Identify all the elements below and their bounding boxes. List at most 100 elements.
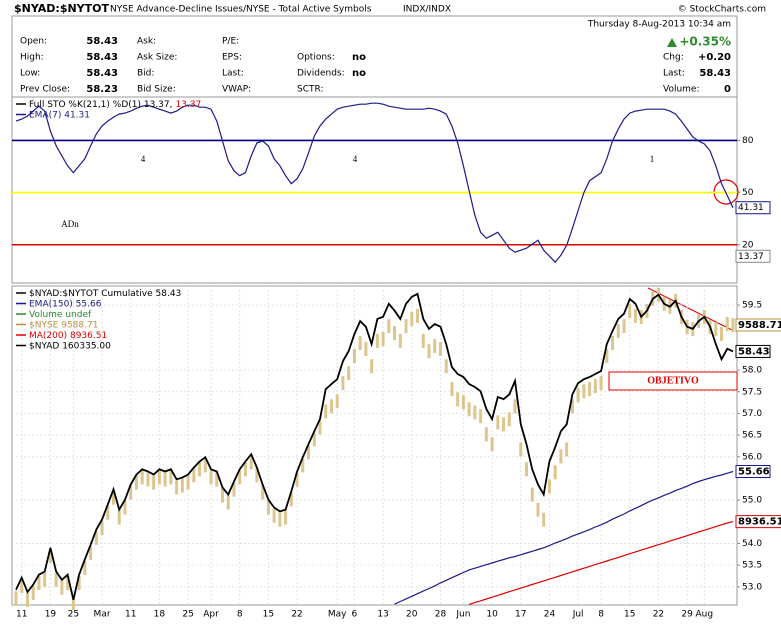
- value-tag: 41.31: [738, 203, 764, 213]
- candle: [616, 323, 620, 338]
- candle: [444, 359, 448, 374]
- legend-text: 13.37: [176, 100, 202, 110]
- quote-label: Dividends:: [297, 69, 345, 79]
- quote-value: 58.43: [86, 52, 118, 63]
- candle: [129, 485, 133, 500]
- candle: [352, 348, 356, 363]
- candle: [416, 308, 420, 323]
- candle: [547, 479, 551, 494]
- candle: [312, 432, 316, 447]
- legend-text: $NYSE 9588.71: [29, 320, 98, 330]
- candle: [209, 470, 213, 485]
- x-tick-label: Aug: [696, 610, 714, 620]
- candle: [203, 458, 207, 473]
- legend-entry: $NYSE 9588.71: [29, 320, 98, 330]
- candle: [112, 490, 116, 505]
- x-tick-label: 29: [681, 610, 693, 620]
- candle: [450, 382, 454, 397]
- candle: [496, 415, 500, 430]
- candle: [284, 510, 288, 525]
- candle: [335, 394, 339, 409]
- candle: [249, 455, 253, 470]
- candle: [347, 366, 351, 381]
- candle: [725, 316, 729, 331]
- candle: [77, 575, 81, 590]
- y-tick-label: 59.5: [742, 301, 762, 311]
- candle: [410, 311, 414, 326]
- series-line: [15, 292, 734, 601]
- x-tick-label: 25: [68, 610, 79, 620]
- candle: [163, 472, 167, 487]
- x-tick-label: 13: [377, 610, 388, 620]
- candle: [106, 505, 110, 520]
- candle: [507, 412, 511, 427]
- value-tag-box: [735, 515, 781, 529]
- x-tick-label: May: [328, 610, 347, 620]
- exchange: INDX/INDX: [403, 5, 451, 15]
- annotation: 1: [650, 154, 655, 164]
- candle: [364, 342, 368, 357]
- candle: [467, 402, 471, 417]
- candle: [582, 384, 586, 399]
- candle: [186, 475, 190, 490]
- annotation: OBJETIVO: [647, 375, 699, 386]
- candle: [633, 308, 637, 323]
- candle: [456, 392, 460, 407]
- x-tick-label: 20: [406, 610, 418, 620]
- candle: [140, 470, 144, 485]
- candle: [289, 492, 293, 507]
- candle: [605, 348, 609, 363]
- quote-value: 58.43: [86, 36, 118, 47]
- candle: [192, 468, 196, 483]
- quote-label: Options:: [297, 53, 335, 63]
- candle: [622, 319, 626, 334]
- y-tick-label: 57.0: [742, 409, 762, 419]
- candle: [370, 359, 374, 374]
- symbol: $NYAD:$NYTOT: [14, 2, 109, 15]
- y-tick-label: 55.0: [742, 496, 762, 506]
- candle: [714, 322, 718, 337]
- x-tick-label: 25: [182, 610, 193, 620]
- candle: [71, 595, 75, 610]
- quote-change: +0.35%: [679, 35, 731, 49]
- value-tag-box: [735, 201, 771, 215]
- candle: [60, 580, 64, 595]
- x-tick-label: 15: [624, 610, 635, 620]
- quote-label: Open:: [20, 37, 47, 47]
- x-tick-label: 15: [263, 610, 274, 620]
- candle: [542, 512, 546, 527]
- candle: [588, 382, 592, 397]
- series-line: [15, 102, 734, 263]
- x-tick-label: Apr: [203, 610, 219, 620]
- x-tick-label: 28: [435, 610, 447, 620]
- series-line: [468, 521, 734, 605]
- legend-entry: Full STO %K(21,1) %D(1) 13.37, 13.37: [29, 100, 201, 110]
- quote-label: High:: [20, 53, 44, 63]
- candle: [54, 572, 58, 587]
- candle: [157, 470, 161, 485]
- candle: [329, 399, 333, 414]
- x-tick-label: 11: [125, 610, 136, 620]
- candle: [438, 342, 442, 357]
- value-tag: 8936.51: [738, 517, 781, 528]
- quote-label: Low:: [20, 69, 40, 79]
- candle: [307, 445, 311, 460]
- candle: [152, 475, 156, 490]
- legend-text: EMA(150) 55.66: [29, 299, 102, 309]
- candle: [198, 462, 202, 477]
- candle: [387, 319, 391, 334]
- quote-label: Prev Close:: [20, 85, 70, 95]
- legend-text: $NYAD:$NYTOT Cumulative 58.43: [29, 289, 181, 299]
- candle: [519, 442, 523, 457]
- annotation: 4: [353, 154, 358, 164]
- candle: [31, 585, 35, 600]
- value-tag: 13.37: [738, 252, 764, 262]
- quote-value: 58.43: [86, 68, 118, 79]
- quote-value: 58.23: [86, 84, 118, 95]
- target-box: [608, 371, 738, 391]
- y-tick-label: 50: [742, 188, 754, 198]
- x-tick-label: 8: [237, 610, 243, 620]
- candle: [559, 449, 563, 464]
- x-tick-label: 24: [544, 610, 556, 620]
